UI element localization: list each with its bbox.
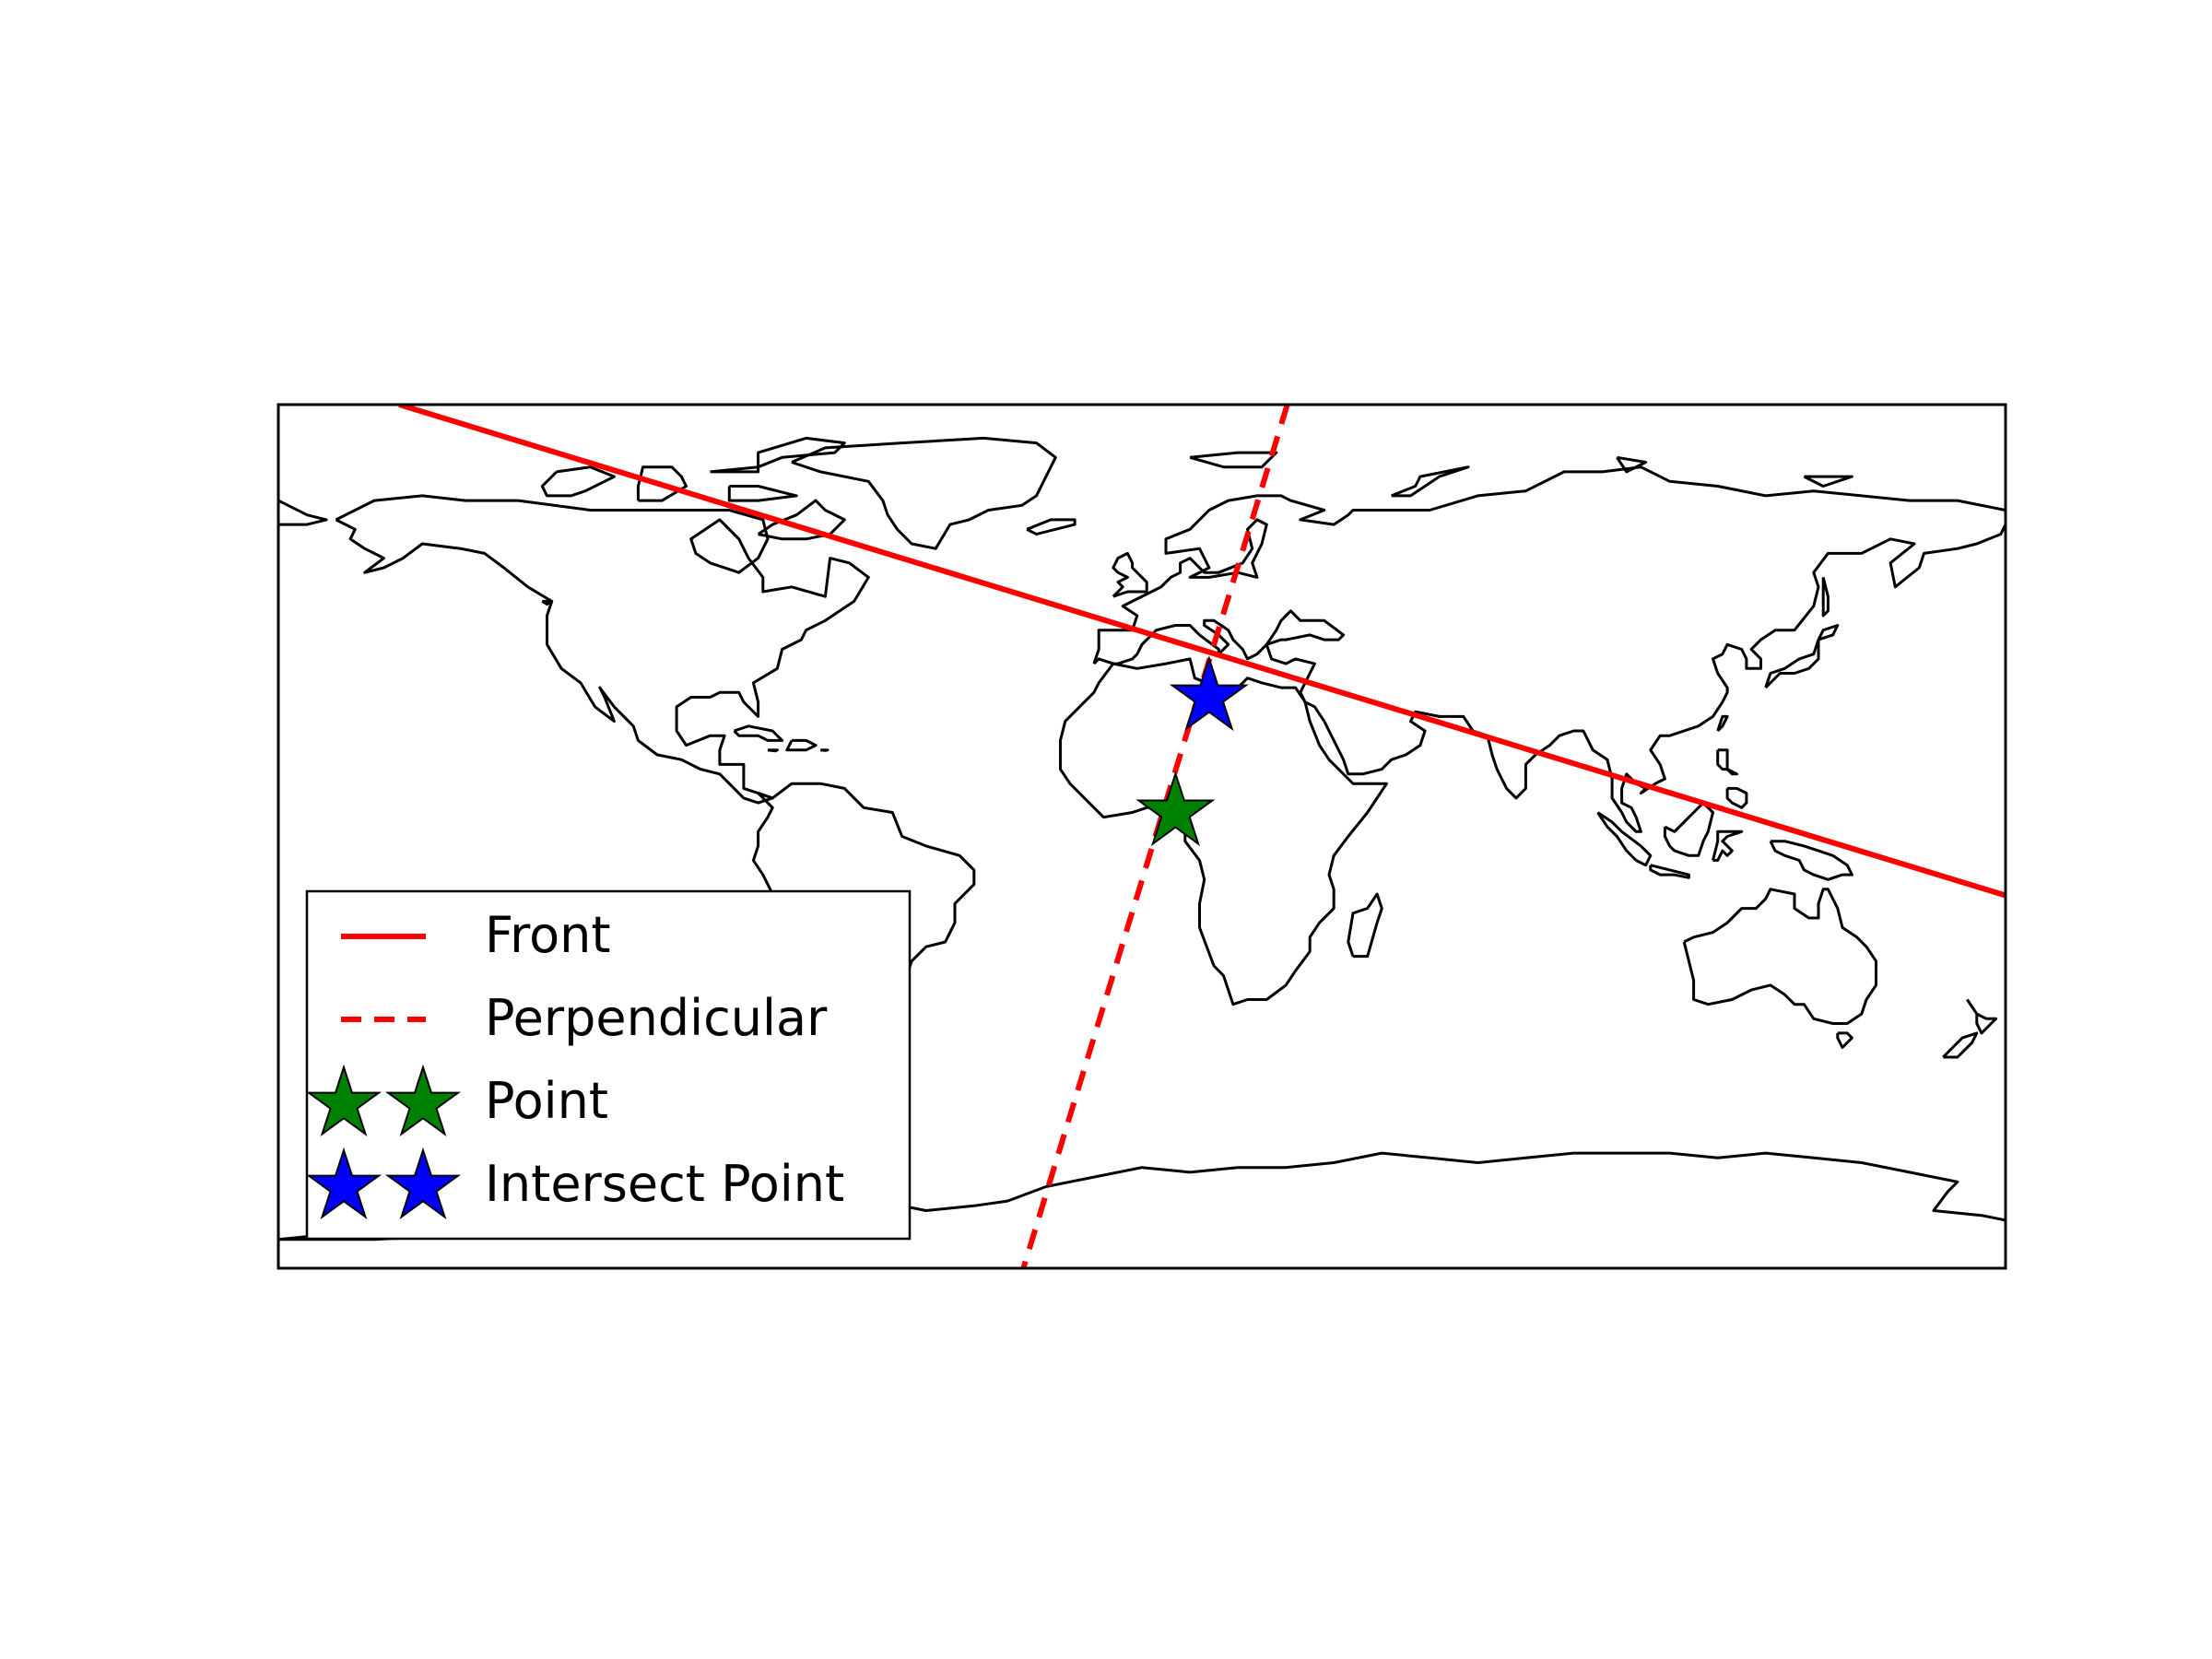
legend-point-star-1 bbox=[384, 1064, 462, 1137]
legend-intersect-star-1 bbox=[384, 1147, 462, 1220]
coastline-16 bbox=[1712, 830, 1744, 862]
coastline-3 bbox=[1059, 657, 1388, 1006]
legend-point-stars bbox=[305, 1064, 462, 1137]
coastline-28 bbox=[710, 436, 846, 474]
coastline-5 bbox=[1112, 551, 1148, 598]
coastline-12 bbox=[1347, 892, 1383, 959]
legend-intersect-star-0 bbox=[305, 1147, 382, 1220]
legend-point-label: Point bbox=[485, 1072, 608, 1130]
coastline-8 bbox=[1682, 888, 1877, 1025]
coastline-22 bbox=[785, 738, 818, 752]
coastline-9 bbox=[1836, 1031, 1853, 1049]
legend-front-label: Front bbox=[485, 906, 611, 964]
coastline-15 bbox=[1663, 801, 1714, 857]
coastline-19 bbox=[1725, 786, 1748, 809]
coastline-34 bbox=[1803, 475, 1853, 488]
legend-intersect-label: Intersect Point bbox=[485, 1155, 844, 1213]
coastline-0 bbox=[335, 494, 870, 805]
coastline-14 bbox=[1649, 864, 1690, 879]
coastline-7 bbox=[1764, 624, 1840, 689]
intersect-point-marker bbox=[1169, 655, 1249, 732]
coastline-26 bbox=[540, 465, 616, 498]
legend-point-star-0 bbox=[305, 1064, 382, 1137]
coastline-25 bbox=[541, 599, 554, 606]
front-line bbox=[398, 405, 2006, 899]
coastline-35 bbox=[278, 499, 328, 526]
coastline-24 bbox=[820, 748, 830, 752]
coastline-27 bbox=[636, 465, 688, 502]
legend-intersect-stars bbox=[305, 1147, 462, 1220]
coastline-2 bbox=[791, 436, 1057, 550]
coastline-6 bbox=[1026, 518, 1077, 536]
coastline-11 bbox=[1942, 1031, 1979, 1059]
coastline-36 bbox=[1821, 577, 1830, 618]
coastline-30 bbox=[727, 485, 798, 502]
series-markers bbox=[1135, 655, 1249, 847]
coastline-31 bbox=[1189, 451, 1278, 469]
coastline-21 bbox=[733, 724, 784, 742]
legend-perpendicular-label: Perpendicular bbox=[485, 989, 828, 1047]
axes-frame bbox=[276, 403, 2007, 1270]
coastline-10 bbox=[1966, 998, 1998, 1035]
coastline-13 bbox=[1596, 811, 1653, 867]
coastline-18 bbox=[1716, 748, 1738, 776]
coastline-20 bbox=[1716, 714, 1729, 733]
coastline-17 bbox=[1769, 840, 1853, 881]
point-marker bbox=[1135, 771, 1216, 847]
coastline-33 bbox=[1616, 455, 1648, 474]
coastline-4 bbox=[1092, 465, 2006, 833]
legend: Front Perpendicular Point Intersect Poin… bbox=[305, 889, 912, 1241]
coastline-23 bbox=[767, 748, 779, 753]
coastline-32 bbox=[1391, 465, 1470, 498]
